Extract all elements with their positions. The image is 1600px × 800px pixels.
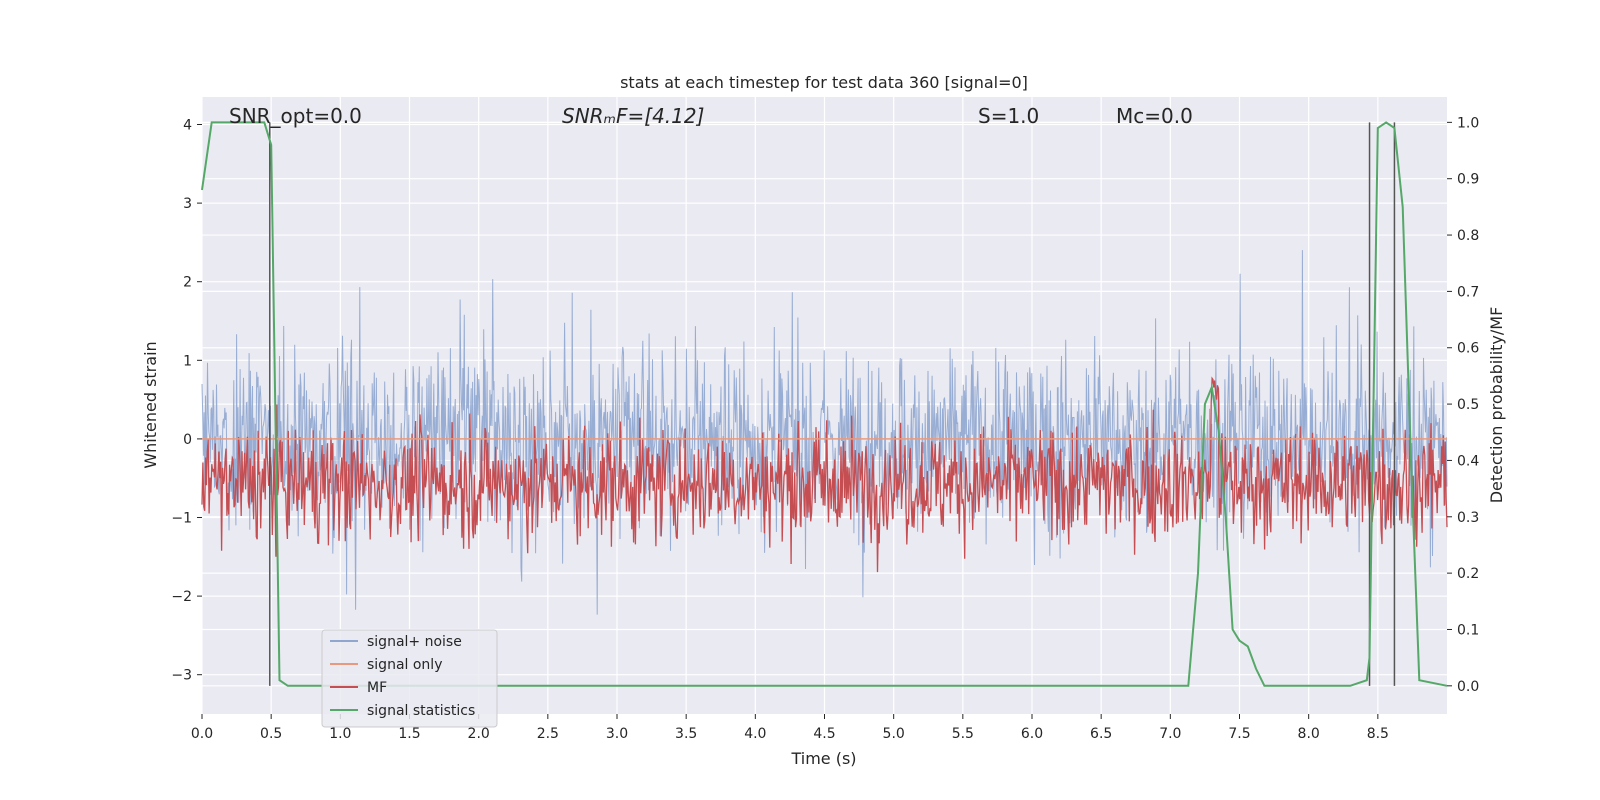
x-tick-label: 5.5 <box>952 726 974 742</box>
y2-tick-label: 0.6 <box>1457 341 1479 357</box>
y2-tick-label: 0.3 <box>1457 510 1479 526</box>
legend-label-noise: signal+ noise <box>367 634 462 650</box>
x-tick-label: 8.0 <box>1298 726 1320 742</box>
series-signal-noise-line <box>201 250 1448 615</box>
x-tick-label: 4.0 <box>744 726 766 742</box>
legend: signal+ noise signal only MF signal stat… <box>321 629 498 728</box>
annotation-s: S=1.0 <box>978 104 1039 128</box>
x-tick-label: 6.0 <box>1021 726 1043 742</box>
y-axis-ticks: 4 3 2 1 0 −1 −2 −3 <box>171 118 202 684</box>
signal-noise-series <box>201 250 1448 615</box>
x-tick-label: 1.5 <box>398 726 420 742</box>
y2-tick-label: 0.8 <box>1457 228 1479 244</box>
y2-tick-label: 0.9 <box>1457 172 1479 188</box>
y-tick-label: −1 <box>171 511 192 527</box>
x-tick-label: 3.5 <box>675 726 697 742</box>
y-tick-label: 2 <box>183 275 192 291</box>
series-mf-line <box>201 376 1448 573</box>
signal-statistics-series <box>201 121 1448 687</box>
chart-title: stats at each timestep for test data 360… <box>620 73 1028 92</box>
y2-tick-label: 1.0 <box>1457 115 1479 131</box>
annotation-mc: Mᴄ=0.0 <box>1116 104 1193 128</box>
x-tick-label: 6.5 <box>1090 726 1112 742</box>
y2-tick-label: 0.4 <box>1457 453 1479 469</box>
y2-tick-label: 0.2 <box>1457 566 1479 582</box>
y2-tick-label: 0.5 <box>1457 397 1479 413</box>
x-tick-label: 2.0 <box>468 726 490 742</box>
x-tick-label: 8.5 <box>1367 726 1389 742</box>
y-tick-label: −2 <box>171 589 192 605</box>
y2-tick-label: 0.0 <box>1457 679 1479 695</box>
x-tick-label: 7.0 <box>1159 726 1181 742</box>
legend-label-stats: signal statistics <box>367 703 475 719</box>
y-tick-label: 0 <box>183 432 192 448</box>
x-tick-label: 0.5 <box>260 726 282 742</box>
y-tick-label: −3 <box>171 668 192 684</box>
y-tick-label: 1 <box>183 353 192 369</box>
x-axis-label: Time (s) <box>790 749 856 768</box>
x-tick-label: 4.5 <box>813 726 835 742</box>
annotation-snr-mf: SNRₘF=[4.12] <box>562 104 704 128</box>
y2-axis-label: Detection probability/MF <box>1487 307 1506 504</box>
x-tick-label: 2.5 <box>537 726 559 742</box>
y2-axis-ticks: 1.0 0.9 0.8 0.7 0.6 0.5 0.4 0.3 0.2 0.1 0.0 <box>1447 115 1479 695</box>
legend-label-signal-only: signal only <box>367 657 442 673</box>
series-signal-statistics-line <box>201 121 1448 687</box>
legend-box <box>321 629 498 728</box>
y2-tick-label: 0.7 <box>1457 284 1479 300</box>
x-tick-label: 7.5 <box>1228 726 1250 742</box>
annotations: SNR_opt=0.0 SNRₘF=[4.12] S=1.0 Mᴄ=0.0 <box>229 104 1193 128</box>
x-tick-label: 1.0 <box>329 726 351 742</box>
y-tick-label: 3 <box>183 196 192 212</box>
y-axis-label: Whitened strain <box>141 341 160 468</box>
legend-label-mf: MF <box>367 680 387 696</box>
annotation-snr-opt: SNR_opt=0.0 <box>229 104 362 128</box>
x-axis-ticks: 0.0 0.5 1.0 1.5 2.0 2.5 3.0 3.5 4.0 4.5 5.0 5.5 6.0 6… <box>191 714 1389 742</box>
x-tick-label: 3.0 <box>606 726 628 742</box>
y2-tick-label: 0.1 <box>1457 622 1479 638</box>
x-tick-label: 5.0 <box>883 726 905 742</box>
y-tick-label: 4 <box>183 118 192 134</box>
mf-series <box>201 376 1448 573</box>
x-tick-label: 0.0 <box>191 726 213 742</box>
